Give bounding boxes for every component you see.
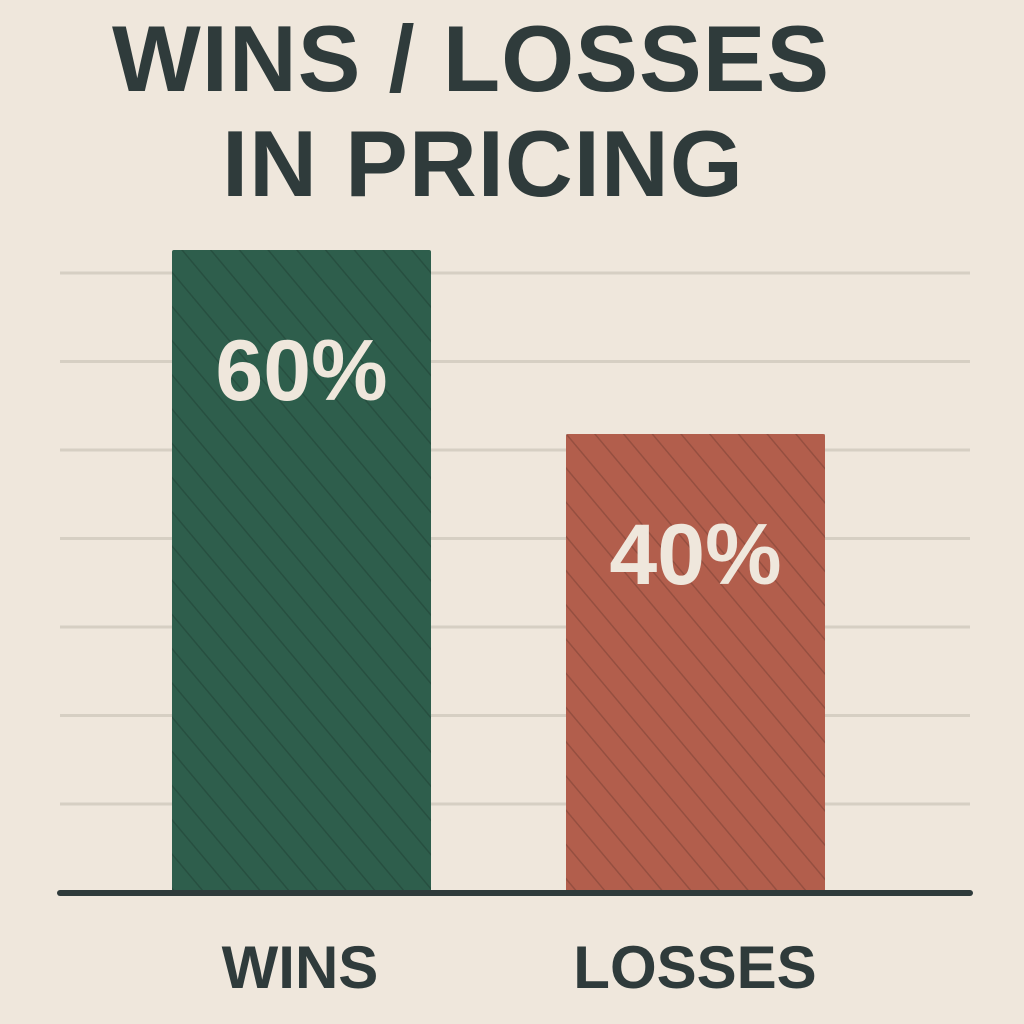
- category-label-losses: LOSSES: [573, 934, 817, 1001]
- data-label: 40%: [609, 507, 781, 603]
- category-label-wins: WINS: [221, 934, 379, 1001]
- bar-hatch: [566, 434, 825, 893]
- bar-wins: 60%: [172, 250, 431, 893]
- bar-losses: 40%: [566, 434, 825, 893]
- chart-title-line-2: IN PRICING: [222, 111, 744, 216]
- chart-title-line-1: WINS / LOSSES: [112, 6, 831, 111]
- data-label: 60%: [215, 323, 387, 419]
- bar-hatch: [172, 250, 431, 893]
